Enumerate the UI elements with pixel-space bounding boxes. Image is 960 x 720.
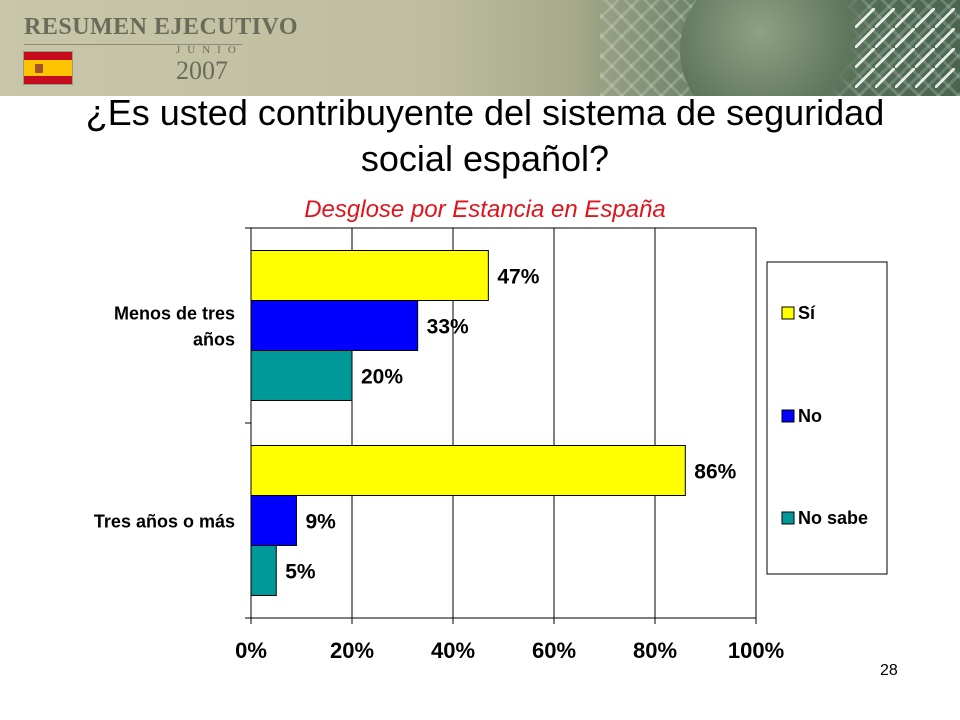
data-label: 5% xyxy=(285,561,316,584)
banner-year: 2007 xyxy=(176,56,228,85)
y-category-label: Tres años o más xyxy=(94,512,235,532)
x-tick-label: 100% xyxy=(728,638,784,663)
bar xyxy=(250,495,297,546)
x-tick-label: 0% xyxy=(235,638,267,663)
legend-label: No xyxy=(798,406,822,426)
y-category-label: Menos de tres xyxy=(114,304,235,324)
page-number: 28 xyxy=(880,662,898,679)
y-category-label: años xyxy=(193,330,235,350)
banner-month: JUNIO xyxy=(176,44,243,56)
legend-label: No sabe xyxy=(798,508,868,528)
legend-swatch xyxy=(781,306,795,320)
x-tick-label: 40% xyxy=(431,638,475,663)
banner-divider xyxy=(24,44,242,45)
data-label: 86% xyxy=(694,461,736,484)
globe-graphic xyxy=(680,0,880,96)
bar xyxy=(250,250,489,301)
data-label: 47% xyxy=(497,266,539,289)
x-tick-label: 80% xyxy=(633,638,677,663)
slide-title: ¿Es usted contribuyente del sistema de s… xyxy=(85,92,885,179)
bar xyxy=(250,350,353,401)
banner-brand: RESUMEN EJECUTIVO xyxy=(24,14,299,40)
bar xyxy=(250,545,277,596)
data-label: 9% xyxy=(305,511,336,534)
header-banner: RESUMEN EJECUTIVO JUNIO 2007 xyxy=(0,0,960,96)
bar xyxy=(250,445,686,496)
legend-label: Sí xyxy=(798,303,816,323)
legend-swatch xyxy=(781,511,795,525)
slide-subtitle: Desglose por Estancia en España xyxy=(304,196,666,223)
spain-flag-icon xyxy=(24,52,72,84)
x-tick-label: 20% xyxy=(330,638,374,663)
x-tick-label: 60% xyxy=(532,638,576,663)
bar xyxy=(250,300,419,351)
data-label: 20% xyxy=(361,366,403,389)
banner-tiles xyxy=(855,8,955,88)
data-label: 33% xyxy=(427,316,469,339)
legend-swatch xyxy=(781,409,795,423)
